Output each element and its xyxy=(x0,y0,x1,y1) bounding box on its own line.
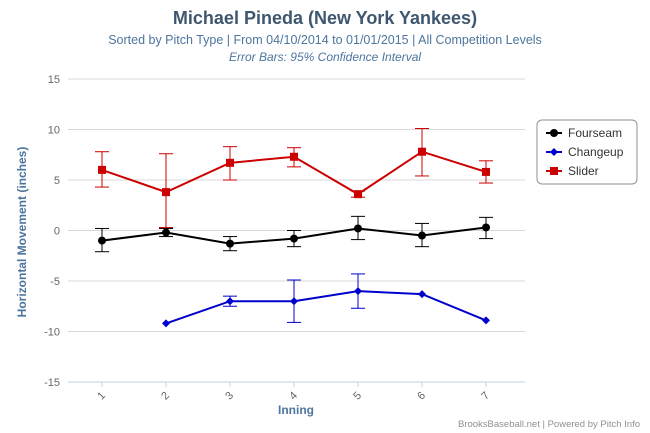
y-tick-label-1: -10 xyxy=(44,327,60,339)
y-tick-label-4: 5 xyxy=(54,175,60,187)
data-point-changeup-5[interactable] xyxy=(354,287,362,296)
y-tick-label-2: -5 xyxy=(50,276,60,288)
legend-label-fourseam: Fourseam xyxy=(568,126,622,140)
x-tick-label-5: 6 xyxy=(415,390,428,403)
y-tick-label-3: 0 xyxy=(54,226,60,238)
legend-item-fourseam[interactable]: Fourseam xyxy=(546,126,622,140)
data-point-changeup-6[interactable] xyxy=(418,290,426,299)
data-point-slider-6[interactable] xyxy=(418,147,426,156)
credit-text: BrooksBaseball.net | Powered by Pitch In… xyxy=(457,419,640,430)
x-tick-label-6: 7 xyxy=(479,390,492,403)
x-tick-label-4: 5 xyxy=(351,390,364,403)
data-point-slider-2[interactable] xyxy=(162,188,170,197)
y-tick-label-5: 10 xyxy=(48,125,60,137)
data-point-changeup-3[interactable] xyxy=(226,297,234,306)
data-point-slider-7[interactable] xyxy=(482,167,490,176)
legend-label-slider: Slider xyxy=(568,164,599,178)
data-point-fourseam-3[interactable] xyxy=(226,239,234,248)
legend-item-slider[interactable]: Slider xyxy=(546,164,599,178)
data-point-slider-3[interactable] xyxy=(226,158,234,167)
x-tick-label-3: 4 xyxy=(287,390,300,403)
chart-title: Michael Pineda (New York Yankees) xyxy=(172,8,478,28)
data-point-slider-4[interactable] xyxy=(290,152,298,161)
data-point-fourseam-2[interactable] xyxy=(162,228,170,237)
chart-subtitle-error-bars: Error Bars: 95% Confidence Interval xyxy=(228,50,422,64)
data-point-fourseam-1[interactable] xyxy=(98,236,106,245)
y-tick-label-0: -15 xyxy=(44,377,60,389)
legend[interactable]: Fourseam Changeup Slider xyxy=(536,119,638,185)
legend-item-changeup[interactable]: Changeup xyxy=(546,145,624,159)
x-axis-title: Inning xyxy=(278,403,314,417)
data-point-fourseam-4[interactable] xyxy=(290,234,298,243)
legend-marker-fourseam xyxy=(550,129,558,137)
x-tick-label-1: 2 xyxy=(159,390,172,403)
x-tick-label-0: 1 xyxy=(95,390,108,403)
y-axis-title: Horizontal Movement (inches) xyxy=(15,147,29,318)
data-point-changeup-2[interactable] xyxy=(162,319,170,328)
series-fourseam xyxy=(95,215,493,253)
x-axis: 1 2 3 4 5 6 7 xyxy=(68,381,525,403)
legend-marker-changeup xyxy=(550,148,558,156)
series-slider xyxy=(95,127,493,228)
data-point-changeup-7[interactable] xyxy=(482,316,490,325)
data-point-slider-5[interactable] xyxy=(354,190,362,199)
series-line-changeup xyxy=(165,290,487,325)
data-point-slider-1[interactable] xyxy=(98,165,106,174)
chart-subtitle: Sorted by Pitch Type | From 04/10/2014 t… xyxy=(108,33,542,47)
data-point-fourseam-7[interactable] xyxy=(482,223,490,232)
data-point-fourseam-5[interactable] xyxy=(354,224,362,233)
series-group xyxy=(95,127,493,328)
y-axis: -15 -10 -5 0 5 10 15 xyxy=(44,74,60,389)
legend-label-changeup: Changeup xyxy=(568,145,624,159)
legend-marker-slider xyxy=(550,167,558,175)
data-point-fourseam-6[interactable] xyxy=(418,231,426,240)
series-changeup xyxy=(162,273,490,328)
legend-box xyxy=(536,119,638,185)
data-point-changeup-4[interactable] xyxy=(290,297,298,306)
y-tick-label-6: 15 xyxy=(48,74,60,86)
x-tick-label-2: 3 xyxy=(223,390,236,403)
